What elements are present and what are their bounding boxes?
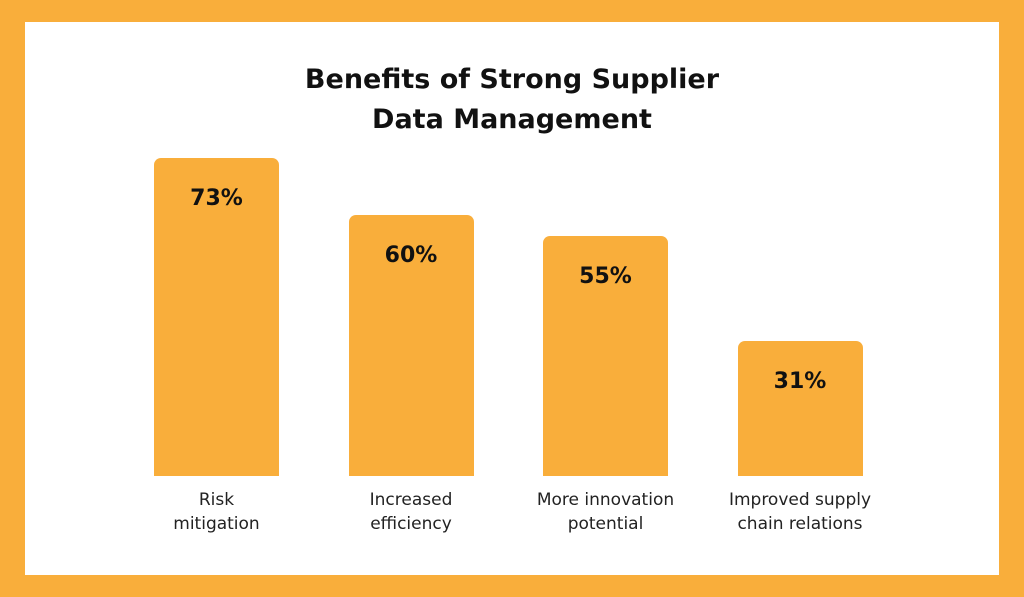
bar — [348, 214, 474, 476]
category-label: Increased efficiency — [369, 490, 453, 534]
value-label: 31% — [773, 368, 827, 394]
bar — [154, 158, 279, 476]
category-label: Improved supply chain relations — [728, 490, 872, 534]
value-label: 60% — [384, 242, 438, 268]
bar — [543, 236, 668, 476]
bar — [737, 340, 863, 476]
category-label: Risk mitigation — [173, 490, 260, 534]
value-label: 73% — [190, 186, 243, 211]
value-label: 55% — [579, 264, 632, 290]
chart-title: Benefits of Strong Supplier Data Managem… — [304, 64, 720, 135]
category-label: More innovation potential — [536, 490, 675, 534]
